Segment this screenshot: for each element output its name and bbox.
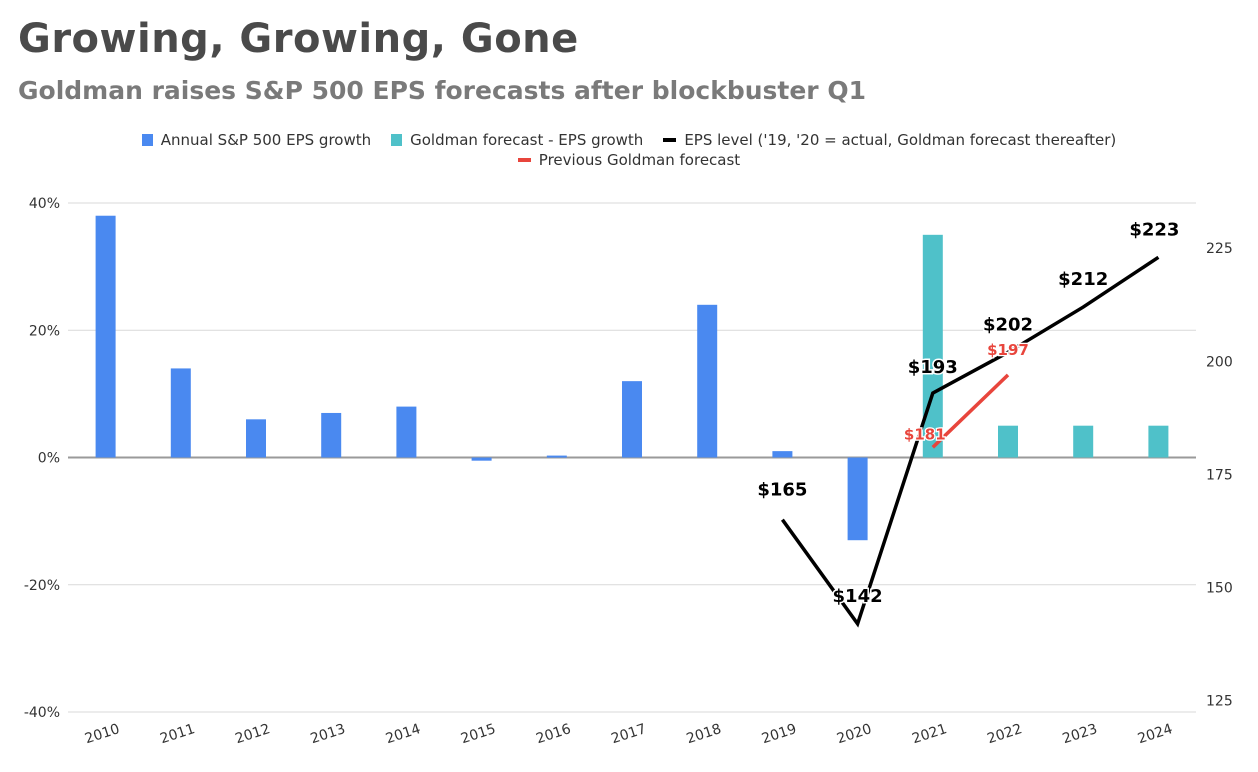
bar [1148, 425, 1169, 458]
legend-swatch-red-line [517, 158, 531, 162]
x-tick-label: 2013 [309, 721, 348, 747]
x-tick-label: 2016 [534, 721, 573, 747]
x-tick-label: 2014 [384, 721, 423, 747]
bar [246, 419, 266, 458]
x-tick-label: 2022 [985, 721, 1024, 747]
right-tick-label: 225 [1206, 241, 1233, 257]
right-tick-label: 125 [1206, 694, 1233, 710]
x-tick-label: 2020 [835, 721, 874, 747]
legend-label: Previous Goldman forecast [538, 151, 741, 169]
x-tick-label: 2024 [1136, 721, 1175, 747]
x-tick-label: 2015 [459, 721, 498, 747]
left-tick-label: 20% [29, 323, 60, 339]
eps-level-line [780, 255, 1160, 628]
legend-item-previous-forecast: Previous Goldman forecast [517, 151, 741, 169]
legend-row-2: Previous Goldman forecast [0, 151, 1258, 169]
bar [546, 455, 567, 458]
x-tick-label: 2021 [910, 721, 949, 747]
left-tick-label: 40% [29, 196, 60, 212]
eps-data-label: $165 [757, 480, 807, 501]
bar [772, 451, 793, 458]
eps-data-label: $193 [908, 357, 958, 378]
eps-data-label: $212 [1058, 269, 1108, 290]
legend-label: EPS level ('19, '20 = actual, Goldman fo… [684, 131, 1117, 149]
right-tick-label: 200 [1206, 354, 1233, 370]
legend-item-eps-level: EPS level ('19, '20 = actual, Goldman fo… [663, 131, 1116, 149]
bar [622, 381, 642, 458]
x-tick-label: 2012 [233, 721, 272, 747]
left-tick-label: 0% [38, 451, 60, 467]
bar [471, 457, 492, 461]
legend-swatch-teal [391, 134, 403, 146]
legend-label: Annual S&P 500 EPS growth [160, 131, 372, 149]
chart-title: Growing, Growing, Gone [18, 16, 579, 62]
legend-swatch-blue [141, 134, 153, 146]
right-tick-label: 150 [1206, 581, 1233, 597]
right-tick-label: 175 [1206, 467, 1233, 483]
previous-forecast-line [931, 373, 1010, 449]
legend-label: Goldman forecast - EPS growth [410, 131, 644, 149]
legend-row-1: Annual S&P 500 EPS growth Goldman foreca… [0, 131, 1258, 149]
x-tick-label: 2011 [158, 721, 197, 747]
previous-forecast-label: $197 [987, 341, 1029, 359]
bar [170, 368, 191, 458]
x-tick-label: 2023 [1061, 721, 1100, 747]
x-tick-label: 2018 [685, 721, 724, 747]
bar [998, 425, 1018, 458]
bar [922, 234, 943, 458]
eps-data-label: $202 [983, 314, 1033, 335]
bar [1073, 425, 1094, 458]
eps-data-label: $142 [833, 586, 883, 607]
bar [95, 215, 116, 458]
legend-item-annual-growth: Annual S&P 500 EPS growth [141, 131, 372, 149]
legend-item-goldman-growth: Goldman forecast - EPS growth [391, 131, 643, 149]
chart-subtitle: Goldman raises S&P 500 EPS forecasts aft… [18, 76, 866, 105]
bar [847, 457, 868, 541]
x-tick-label: 2010 [83, 721, 122, 747]
x-tick-label: 2019 [760, 721, 799, 747]
left-tick-label: -40% [24, 705, 60, 721]
bar [697, 304, 718, 458]
bar [321, 412, 342, 458]
left-tick-label: -20% [24, 578, 60, 594]
previous-forecast-label: $181 [904, 425, 946, 443]
x-tick-label: 2017 [609, 721, 648, 747]
eps-data-label: $223 [1129, 219, 1179, 240]
bar [396, 406, 417, 458]
legend-swatch-black-line [663, 138, 677, 142]
